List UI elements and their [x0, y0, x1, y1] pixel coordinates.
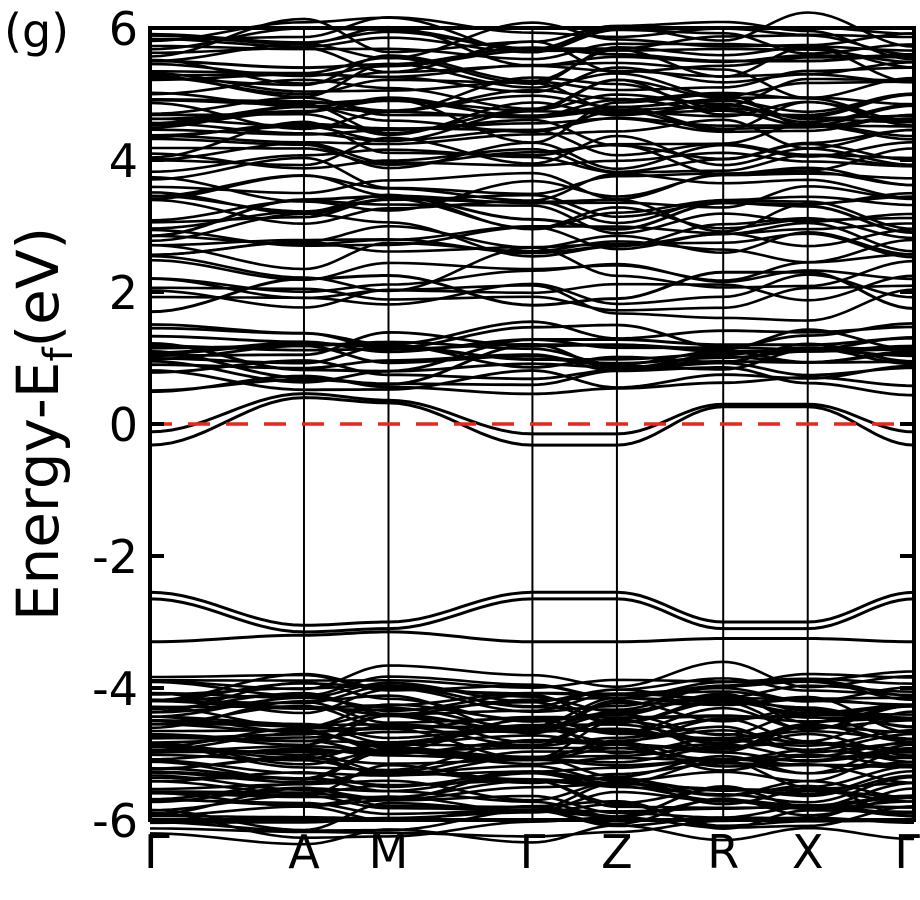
band-line [149, 630, 914, 644]
band-line [149, 78, 915, 117]
band-line [149, 770, 915, 792]
band-line [149, 718, 915, 754]
band-line [149, 166, 915, 201]
band-line [149, 28, 915, 55]
band-line [149, 322, 915, 350]
band-line [149, 763, 915, 800]
band-line [149, 134, 915, 167]
band-line [149, 122, 915, 157]
y-tick-label: 2 [109, 266, 138, 320]
band-line [149, 359, 915, 384]
band-line [149, 46, 915, 70]
y-axis-label-unit: (eV) [4, 227, 72, 348]
band-line [150, 284, 915, 312]
y-tick-label: 0 [109, 398, 138, 452]
band-line [149, 366, 915, 397]
band-line [149, 343, 915, 386]
band-line [149, 91, 915, 124]
band-lines [149, 11, 915, 846]
band-line [149, 731, 915, 764]
band-line [149, 194, 915, 238]
band-line [149, 232, 915, 259]
y-tick-label: -6 [92, 794, 138, 848]
band-line [149, 597, 915, 634]
band-line [149, 284, 915, 322]
y-tick-label: -4 [92, 662, 138, 716]
band-line [149, 710, 915, 743]
band-line [150, 779, 915, 807]
k-point-label: Z [601, 825, 633, 879]
band-line [149, 62, 914, 99]
band-line [149, 590, 915, 627]
k-point-label: R [707, 825, 739, 879]
band-line [150, 45, 915, 86]
band-line [149, 719, 915, 761]
band-line [149, 199, 915, 235]
band-line [149, 212, 915, 258]
band-line [149, 225, 915, 248]
band-line [149, 740, 915, 766]
y-axis-label-subscript: f [36, 347, 82, 362]
k-point-label: Γ [144, 825, 170, 879]
band-line [150, 273, 915, 306]
band-line [149, 686, 915, 715]
band-line [149, 270, 915, 314]
band-line [149, 796, 915, 826]
band-line [149, 660, 915, 691]
y-axis-label: Energy-Ef(eV) [4, 227, 82, 621]
band-line [150, 723, 915, 744]
band-line [149, 222, 914, 251]
band-line [149, 762, 915, 791]
k-point-label: M [369, 825, 409, 879]
band-line [149, 118, 915, 150]
y-axis-label-main: Energy-E [4, 362, 72, 622]
band-line [149, 392, 915, 436]
band-line [149, 759, 915, 789]
k-point-label: X [792, 825, 824, 879]
panel-label: (g) [4, 4, 69, 58]
band-line [149, 148, 915, 174]
band-line [149, 191, 915, 219]
band-line [149, 396, 915, 447]
y-tick-label: 4 [109, 134, 138, 188]
k-point-label: A [288, 825, 320, 879]
band-line [149, 336, 915, 373]
band-line [149, 195, 915, 226]
band-line [149, 799, 914, 831]
band-line [149, 747, 915, 783]
band-line [149, 141, 915, 168]
y-tick-label: -2 [92, 530, 138, 584]
band-line [149, 221, 915, 255]
band-line [149, 17, 915, 61]
band-line [149, 93, 914, 144]
k-point-label: Γ [520, 825, 546, 879]
band-line [149, 113, 915, 134]
band-line [149, 823, 915, 846]
band-line [149, 359, 915, 381]
band-line [149, 66, 914, 93]
band-line [149, 694, 915, 735]
k-point-label: Γ [894, 825, 920, 879]
band-line [149, 58, 915, 85]
band-line [149, 682, 915, 715]
y-tick-label: 6 [109, 2, 138, 56]
band-line [149, 76, 914, 112]
plot-frame [148, 26, 916, 822]
